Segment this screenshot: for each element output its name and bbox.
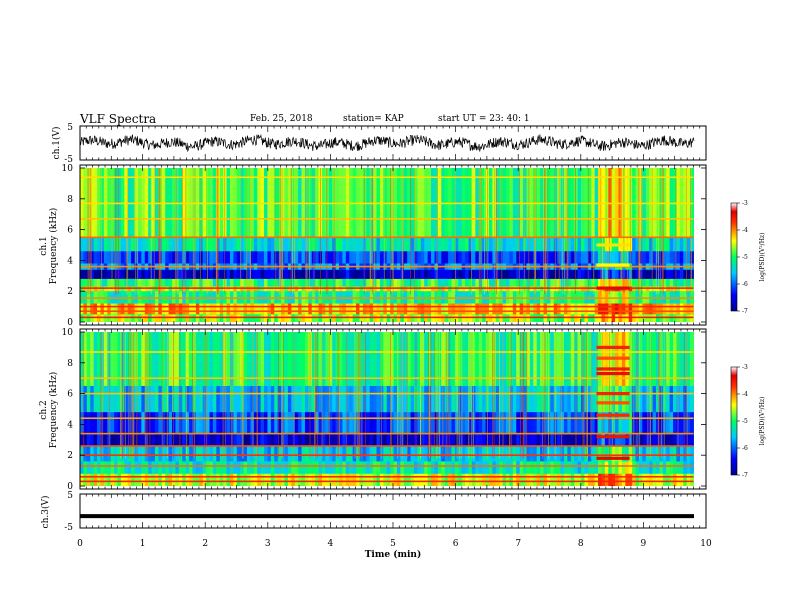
ch2-spectrogram bbox=[80, 332, 694, 486]
ch1-waveform-line bbox=[79, 134, 695, 153]
spec-ytick-label: 2 bbox=[67, 287, 73, 297]
date-label: Feb. 25, 2018 bbox=[250, 114, 313, 124]
time-tick-label: 4 bbox=[328, 539, 334, 549]
time-axis-tick-labels: 0 1 2 3 4 5 6 7 8 9 10 bbox=[77, 539, 712, 549]
ch1-colorbar: -3 -4 -5 -6 -7 log(PSD)(V²/Hz) bbox=[730, 200, 766, 315]
spec-ytick-label: 0 bbox=[67, 318, 73, 328]
ch1-spectrogram bbox=[80, 168, 694, 322]
colorbar-tick-label: -7 bbox=[742, 308, 748, 315]
ch1-spec-xticks bbox=[79, 165, 707, 325]
colorbar-tick-label: -6 bbox=[742, 445, 748, 452]
ch1-waveform-panel: 5 -5 ch.1(V) bbox=[51, 123, 707, 165]
ch1-spec-ylabel-channel: ch.1 bbox=[39, 236, 49, 255]
spec-ytick-label: 0 bbox=[67, 482, 73, 492]
time-tick-label: 7 bbox=[515, 539, 521, 549]
ch1-xticks bbox=[79, 126, 707, 160]
time-tick-label: 9 bbox=[641, 539, 647, 549]
ch1-ytick-bottom: -5 bbox=[64, 155, 73, 165]
time-tick-label: 0 bbox=[77, 539, 83, 549]
ch2-spec-ylabel-channel: ch.2 bbox=[39, 400, 49, 419]
time-tick-label: 6 bbox=[453, 539, 459, 549]
time-tick-label: 3 bbox=[265, 539, 271, 549]
ch1-colorbar-label: log(PSD)(V²/Hz) bbox=[759, 233, 766, 282]
ch3-waveform-panel: 5 -5 ch.3(V) 0 1 2 3 4 5 6 7 8 9 10 Time (min) bbox=[40, 491, 712, 560]
ch1-spectrogram-panel: 0 2 4 6 8 10 ch.1 Frequency (kHz) bbox=[39, 164, 707, 328]
ch3-xticks bbox=[79, 494, 707, 528]
ch1-ylabel: ch.1(V) bbox=[51, 127, 62, 160]
time-tick-label: 2 bbox=[202, 539, 208, 549]
ch2-colorbar-ticks: -3 -4 -5 -6 -7 bbox=[737, 364, 748, 479]
spec-ytick-label: 2 bbox=[67, 451, 73, 461]
colorbar-tick-label: -3 bbox=[742, 200, 748, 207]
ch1-colorbar-ticks: -3 -4 -5 -6 -7 bbox=[737, 200, 748, 315]
figure-title: VLF Spectra bbox=[80, 112, 157, 126]
ch2-spectrogram-panel: 0 2 4 6 8 10 ch.2 Frequency (kHz) bbox=[39, 328, 707, 492]
colorbar-tick-label: -6 bbox=[742, 281, 748, 288]
ch2-spec-yticks: 0 2 4 6 8 10 bbox=[62, 328, 706, 492]
colorbar-tick-label: -7 bbox=[742, 472, 748, 479]
spec-ytick-label: 10 bbox=[62, 328, 74, 338]
start-time-label: start UT = 23: 40: 1 bbox=[438, 114, 530, 124]
time-tick-label: 1 bbox=[140, 539, 146, 549]
station-label: station= KAP bbox=[343, 114, 404, 124]
time-tick-label: 5 bbox=[390, 539, 396, 549]
ch1-ytick-top: 5 bbox=[67, 123, 73, 133]
colorbar-tick-label: -4 bbox=[742, 391, 748, 398]
ch2-spec-xticks bbox=[79, 329, 707, 489]
ch2-spec-ylabel-frequency: Frequency (kHz) bbox=[48, 372, 59, 449]
ch1-spec-ylabel-frequency: Frequency (kHz) bbox=[48, 208, 59, 285]
time-tick-label: 8 bbox=[578, 539, 584, 549]
spec-ytick-label: 6 bbox=[67, 390, 73, 400]
ch3-ytick-bottom: -5 bbox=[64, 523, 73, 533]
colorbar-tick-label: -5 bbox=[742, 254, 748, 261]
ch3-ylabel: ch.3(V) bbox=[40, 496, 51, 529]
spec-ytick-label: 6 bbox=[67, 226, 73, 236]
spec-ytick-label: 8 bbox=[67, 359, 73, 369]
time-tick-label: 10 bbox=[700, 539, 712, 549]
spec-ytick-label: 4 bbox=[67, 420, 73, 430]
spec-ytick-label: 8 bbox=[67, 195, 73, 205]
spec-ytick-label: 10 bbox=[62, 164, 74, 174]
time-axis-label: Time (min) bbox=[365, 549, 422, 560]
colorbar-tick-label: -3 bbox=[742, 364, 748, 371]
ch2-colorbar: -3 -4 -5 -6 -7 log(PSD)(V²/Hz) bbox=[730, 364, 766, 479]
spec-ytick-label: 4 bbox=[67, 256, 73, 266]
ch3-ytick-top: 5 bbox=[67, 491, 73, 501]
ch2-colorbar-label: log(PSD)(V²/Hz) bbox=[759, 397, 766, 446]
ch1-spec-yticks: 0 2 4 6 8 10 bbox=[62, 164, 706, 328]
colorbar-tick-label: -5 bbox=[742, 418, 748, 425]
colorbar-tick-label: -4 bbox=[742, 227, 748, 234]
